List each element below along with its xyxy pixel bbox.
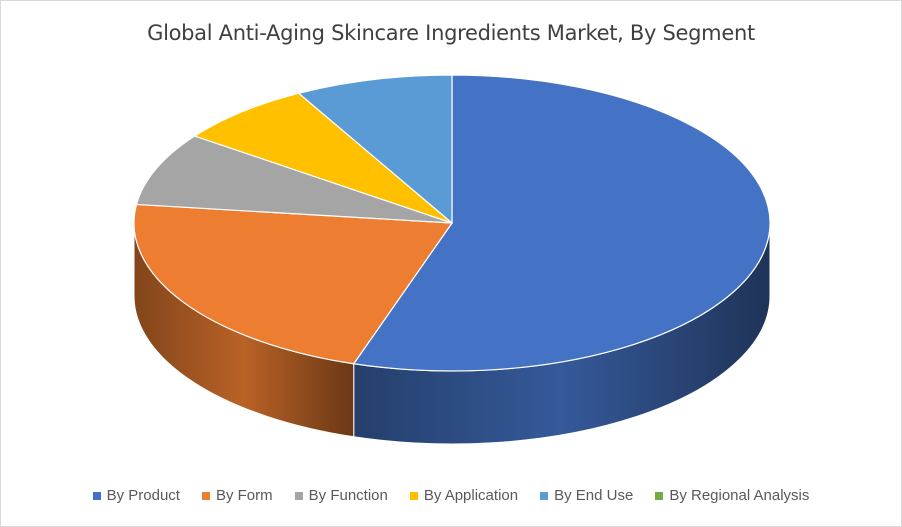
legend-item: By End Use	[540, 487, 633, 504]
pie-slice-by-function	[135, 135, 453, 224]
pie-slice-by-product	[352, 74, 771, 372]
legend-swatch	[294, 491, 303, 500]
legend-swatch	[409, 491, 418, 500]
legend-item: By Form	[201, 487, 273, 504]
legend-item: By Product	[92, 487, 180, 504]
legend-label: By Product	[106, 487, 180, 504]
pie-slice-by-form	[133, 203, 454, 365]
legend-swatch	[92, 491, 101, 500]
legend-label: By Regional Analysis	[669, 487, 810, 504]
legend-item: By Application	[409, 487, 519, 504]
legend-swatch	[655, 491, 664, 500]
legend-label: By Application	[423, 487, 519, 504]
pie-chart	[133, 74, 771, 445]
legend-item: By Regional Analysis	[655, 487, 809, 504]
legend-swatch	[540, 491, 549, 500]
legend-label: By Function	[308, 487, 388, 504]
pie-slice-by-application	[193, 92, 453, 224]
chart-title: Global Anti-Aging Skincare Ingredients M…	[147, 21, 755, 45]
legend-item: By Function	[294, 487, 388, 504]
legend-swatch	[201, 491, 210, 500]
legend-label: By Form	[215, 487, 273, 504]
chart-legend: By Product By Form By Function By Applicati…	[1, 487, 901, 504]
pie-slice-by-end-use	[297, 74, 453, 225]
legend-label: By End Use	[554, 487, 634, 504]
